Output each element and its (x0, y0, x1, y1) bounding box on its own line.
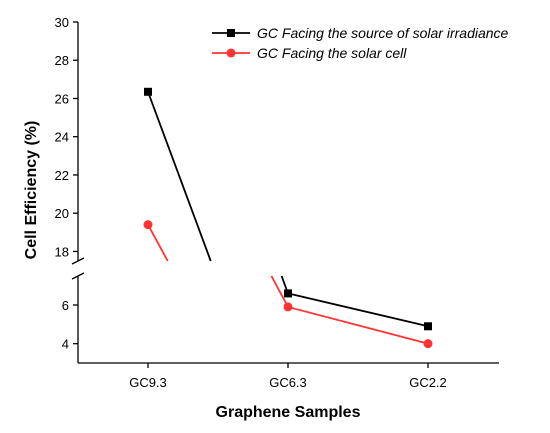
legend-label: GC Facing the source of solar irradiance (257, 25, 509, 41)
y-tick-label: 6 (62, 298, 69, 313)
x-tick-label: GC9.3 (129, 375, 167, 390)
legend: GC Facing the source of solar irradiance… (212, 25, 509, 61)
x-tick-label: GC2.2 (409, 375, 447, 390)
legend-marker (226, 48, 236, 58)
y-tick-label: 24 (55, 130, 69, 145)
series-2 (143, 220, 433, 349)
axis-break-mark (71, 257, 85, 280)
series-segment (287, 306, 429, 345)
y-axis-title: Cell Efficiency (%) (23, 121, 40, 260)
x-tick-label: GC6.3 (269, 375, 307, 390)
y-ticks: 4 6 18 20 22 24 26 28 30 (55, 15, 78, 352)
y-tick-label: 22 (55, 168, 69, 183)
data-point (283, 302, 293, 312)
legend-label: GC Facing the solar cell (257, 45, 407, 61)
y-tick-label: 18 (55, 244, 69, 259)
legend-item-2: GC Facing the solar cell (212, 45, 407, 61)
series-segment (270, 275, 289, 308)
y-tick-label: 4 (62, 337, 69, 352)
legend-item-1: GC Facing the source of solar irradiance (212, 25, 509, 41)
data-point (424, 322, 432, 331)
series-segment (147, 224, 169, 262)
series-segment (287, 292, 429, 328)
plot-frame (71, 22, 499, 364)
series-1 (144, 87, 432, 331)
legend-marker (227, 29, 235, 37)
data-point (423, 339, 433, 349)
series-layer (143, 87, 433, 349)
x-axis-title: Graphene Samples (216, 404, 361, 421)
data-point (144, 87, 152, 96)
x-ticks: GC9.3 GC6.3 GC2.2 (129, 363, 447, 390)
y-tick-label: 30 (55, 15, 69, 30)
y-tick-label: 28 (55, 53, 69, 68)
y-tick-label: 20 (55, 206, 69, 221)
series-segment (147, 91, 212, 262)
data-point (143, 220, 153, 230)
data-point (284, 289, 292, 298)
y-tick-label: 26 (55, 91, 69, 106)
